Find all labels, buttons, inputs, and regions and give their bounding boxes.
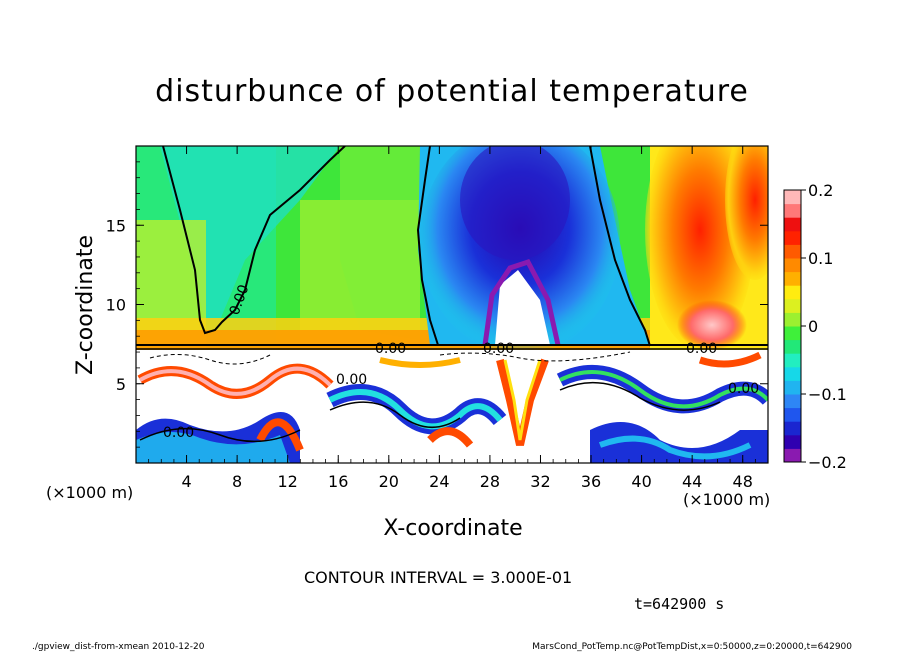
x-tick-label-4: 20: [379, 472, 399, 491]
y-tick-label-2: 15: [106, 216, 126, 235]
footer-left: ./gpview_dist-from-xmean 2010-12-20: [32, 642, 205, 652]
x-axis-title: X-coordinate: [383, 516, 522, 541]
colorbar-swatch-17: [784, 217, 801, 232]
colorbar-swatch-3: [784, 407, 801, 422]
footer-right: MarsCond_PotTemp.nc@PotTempDist,x=0:5000…: [532, 642, 852, 652]
contour-label-2: 0.00: [483, 341, 514, 357]
x-tick-label-8: 36: [581, 472, 601, 491]
y-tick-label-0: 5: [116, 375, 126, 394]
colorbar-swatch-11: [784, 298, 801, 313]
colorbar-swatch-19: [784, 190, 801, 205]
colorbar-swatch-9: [784, 326, 801, 341]
colorbar-swatch-13: [784, 271, 801, 286]
contour-label-1: 0.00: [375, 341, 406, 357]
colorbar-swatch-12: [784, 285, 801, 300]
colorbar-label-1: 0.1: [808, 249, 833, 268]
y-axis-title: Z-coordinate: [73, 235, 98, 375]
contour-label-3: 0.00: [686, 341, 717, 357]
colorbar-label-2: 0: [808, 317, 818, 336]
x-unit-right: (×1000 m): [683, 490, 770, 509]
x-tick-label-9: 40: [631, 472, 651, 491]
colorbar-label-0: 0.2: [808, 181, 833, 200]
contour-label-6: 0.00: [728, 381, 759, 397]
colorbar-swatch-7: [784, 353, 801, 368]
contour-label-5: 0.00: [163, 425, 194, 441]
colorbar-swatch-2: [784, 421, 801, 436]
colorbar-swatch-5: [784, 380, 801, 395]
colorbar-swatch-14: [784, 258, 801, 273]
chart-title: disturbunce of potential temperature: [155, 74, 749, 109]
colorbar-label-3: −0.1: [808, 385, 847, 404]
x-tick-label-3: 16: [328, 472, 348, 491]
x-tick-label-6: 28: [480, 472, 500, 491]
y-tick-label-1: 10: [106, 296, 126, 315]
colorbar-swatch-8: [784, 339, 801, 354]
x-unit-left: (×1000 m): [46, 483, 133, 502]
x-tick-label-2: 12: [278, 472, 298, 491]
colorbar-swatch-15: [784, 244, 801, 259]
x-tick-label-1: 8: [232, 472, 242, 491]
colorbar-swatch-16: [784, 230, 801, 245]
x-tick-label-11: 48: [733, 472, 753, 491]
contour-interval-label: CONTOUR INTERVAL = 3.000E-01: [304, 568, 573, 587]
contour-label-4: 0.00: [336, 372, 367, 388]
colorbar-swatch-6: [784, 366, 801, 381]
colorbar-label-4: −0.2: [808, 453, 847, 472]
colorbar-swatch-0: [784, 448, 801, 463]
x-tick-label-5: 24: [429, 472, 449, 491]
time-label: t=642900 s: [634, 595, 725, 613]
x-tick-label-7: 32: [530, 472, 550, 491]
colorbar-swatch-4: [784, 394, 801, 409]
colorbar-swatch-18: [784, 203, 801, 218]
x-tick-label-10: 44: [682, 472, 702, 491]
colorbar-swatch-1: [784, 434, 801, 449]
x-tick-label-0: 4: [181, 472, 191, 491]
colorbar-swatch-10: [784, 312, 801, 327]
heatmap-field: [136, 146, 768, 463]
